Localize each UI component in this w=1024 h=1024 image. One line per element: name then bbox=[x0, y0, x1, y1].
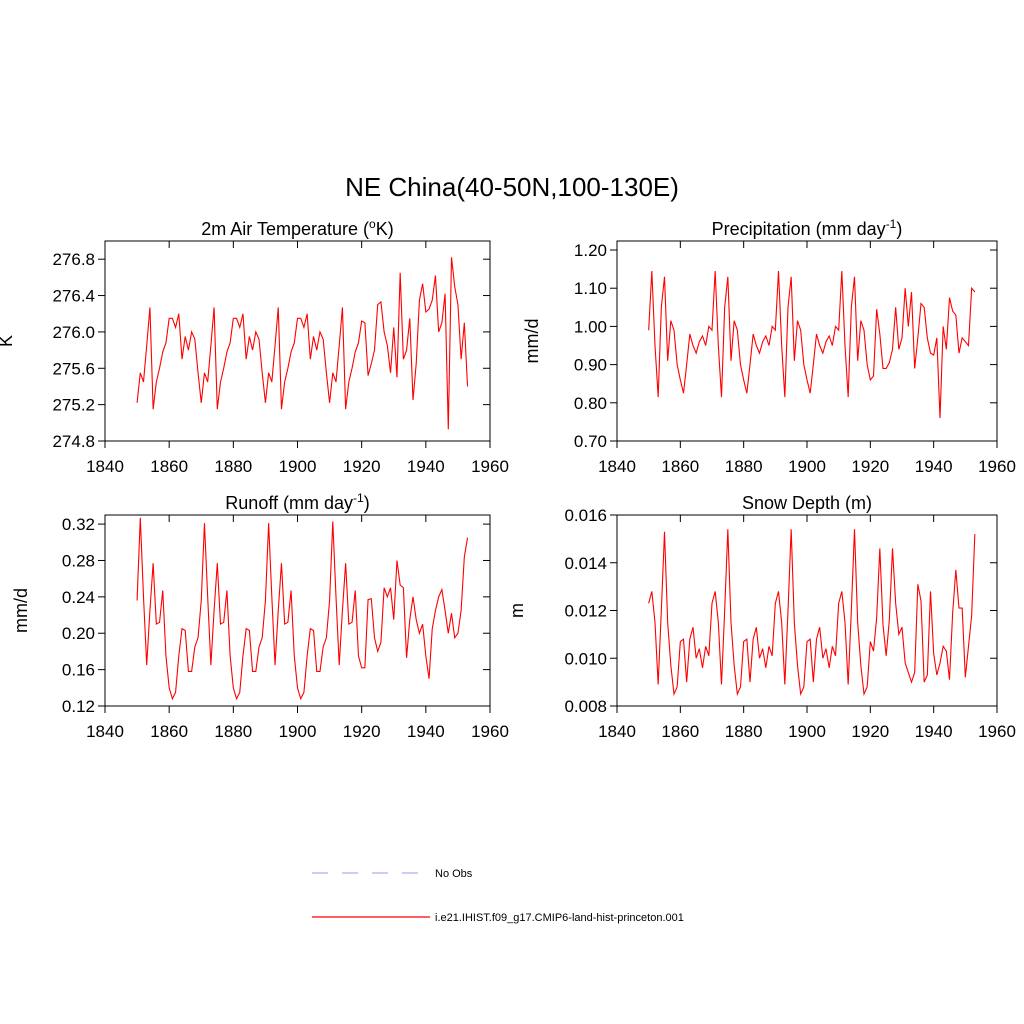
y-axis-label: mm/d bbox=[522, 319, 542, 364]
panel-title: Precipitation (mm day-1) bbox=[712, 217, 903, 239]
x-tick-label: 1920 bbox=[343, 457, 381, 476]
legend-label: No Obs bbox=[435, 868, 473, 880]
y-tick-label: 0.12 bbox=[62, 697, 95, 716]
y-tick-label: 0.28 bbox=[62, 551, 95, 570]
x-tick-label: 1860 bbox=[150, 457, 188, 476]
x-tick-label: 1860 bbox=[661, 457, 699, 476]
x-tick-label: 1940 bbox=[407, 457, 445, 476]
y-tick-label: 0.16 bbox=[62, 661, 95, 680]
x-tick-label: 1840 bbox=[598, 457, 636, 476]
y-tick-label: 276.4 bbox=[52, 287, 95, 306]
y-tick-label: 0.008 bbox=[564, 697, 607, 716]
y-tick-label: 0.20 bbox=[62, 624, 95, 643]
title-part: ) bbox=[364, 493, 370, 513]
x-tick-label: 1880 bbox=[214, 457, 252, 476]
x-tick-label: 1940 bbox=[915, 722, 953, 741]
x-tick-label: 1940 bbox=[915, 457, 953, 476]
data-line bbox=[136, 257, 469, 430]
x-tick-label: 1920 bbox=[343, 722, 381, 741]
title-part: 2m Air Temperature ( bbox=[201, 219, 369, 239]
y-tick-label: 0.010 bbox=[564, 649, 607, 668]
y-tick-label: 1.10 bbox=[574, 279, 607, 298]
y-tick-label: 0.016 bbox=[564, 506, 607, 525]
y-tick-label: 0.90 bbox=[574, 356, 607, 375]
y-axis-label: m bbox=[507, 603, 527, 618]
panel-title: 2m Air Temperature (oK) bbox=[201, 217, 393, 239]
x-tick-label: 1900 bbox=[279, 722, 317, 741]
x-tick-label: 1920 bbox=[851, 722, 889, 741]
y-axis-label: K bbox=[0, 335, 16, 347]
title-superscript: -1 bbox=[353, 491, 364, 505]
title-part: Precipitation (mm day bbox=[712, 219, 886, 239]
x-tick-label: 1940 bbox=[407, 722, 445, 741]
plot-frame bbox=[616, 514, 998, 707]
x-tick-label: 1900 bbox=[279, 457, 317, 476]
x-tick-label: 1960 bbox=[471, 722, 509, 741]
title-superscript: o bbox=[369, 217, 376, 231]
y-tick-label: 0.014 bbox=[564, 554, 607, 573]
x-tick-label: 1960 bbox=[471, 457, 509, 476]
x-tick-label: 1840 bbox=[86, 722, 124, 741]
plot-frame bbox=[104, 240, 491, 442]
x-tick-label: 1860 bbox=[661, 722, 699, 741]
title-part: Runoff (mm day bbox=[225, 493, 353, 513]
x-tick-label: 1880 bbox=[214, 722, 252, 741]
y-tick-label: 1.00 bbox=[574, 317, 607, 336]
title-part: K) bbox=[376, 219, 394, 239]
panel-title: Runoff (mm day-1) bbox=[225, 491, 369, 513]
x-tick-label: 1960 bbox=[978, 457, 1016, 476]
x-tick-label: 1900 bbox=[788, 722, 826, 741]
plot-frame bbox=[104, 514, 491, 707]
y-tick-label: 1.20 bbox=[574, 241, 607, 260]
y-tick-label: 274.8 bbox=[52, 432, 95, 451]
x-tick-label: 1880 bbox=[725, 722, 763, 741]
data-line bbox=[648, 270, 976, 419]
y-tick-label: 0.32 bbox=[62, 515, 95, 534]
data-line bbox=[648, 529, 976, 697]
x-tick-label: 1860 bbox=[150, 722, 188, 741]
x-tick-label: 1880 bbox=[725, 457, 763, 476]
y-tick-label: 0.70 bbox=[574, 432, 607, 451]
y-tick-label: 276.8 bbox=[52, 250, 95, 269]
x-tick-label: 1840 bbox=[598, 722, 636, 741]
y-axis-label: mm/d bbox=[11, 588, 31, 633]
title-part: ) bbox=[896, 219, 902, 239]
y-tick-label: 275.6 bbox=[52, 359, 95, 378]
legend-label: i.e21.IHIST.f09_g17.CMIP6-land-hist-prin… bbox=[435, 912, 684, 924]
figure-title: NE China(40-50N,100-130E) bbox=[345, 172, 679, 202]
y-tick-label: 275.2 bbox=[52, 396, 95, 415]
y-tick-label: 276.0 bbox=[52, 323, 95, 342]
y-tick-label: 0.80 bbox=[574, 394, 607, 413]
x-tick-label: 1840 bbox=[86, 457, 124, 476]
x-tick-label: 1900 bbox=[788, 457, 826, 476]
data-line bbox=[136, 517, 469, 701]
panel-title: Snow Depth (m) bbox=[742, 493, 872, 513]
y-tick-label: 0.24 bbox=[62, 588, 95, 607]
x-tick-label: 1960 bbox=[978, 722, 1016, 741]
title-superscript: -1 bbox=[886, 217, 897, 231]
x-tick-label: 1920 bbox=[851, 457, 889, 476]
y-tick-label: 0.012 bbox=[564, 602, 607, 621]
title-part: Snow Depth (m) bbox=[742, 493, 872, 513]
